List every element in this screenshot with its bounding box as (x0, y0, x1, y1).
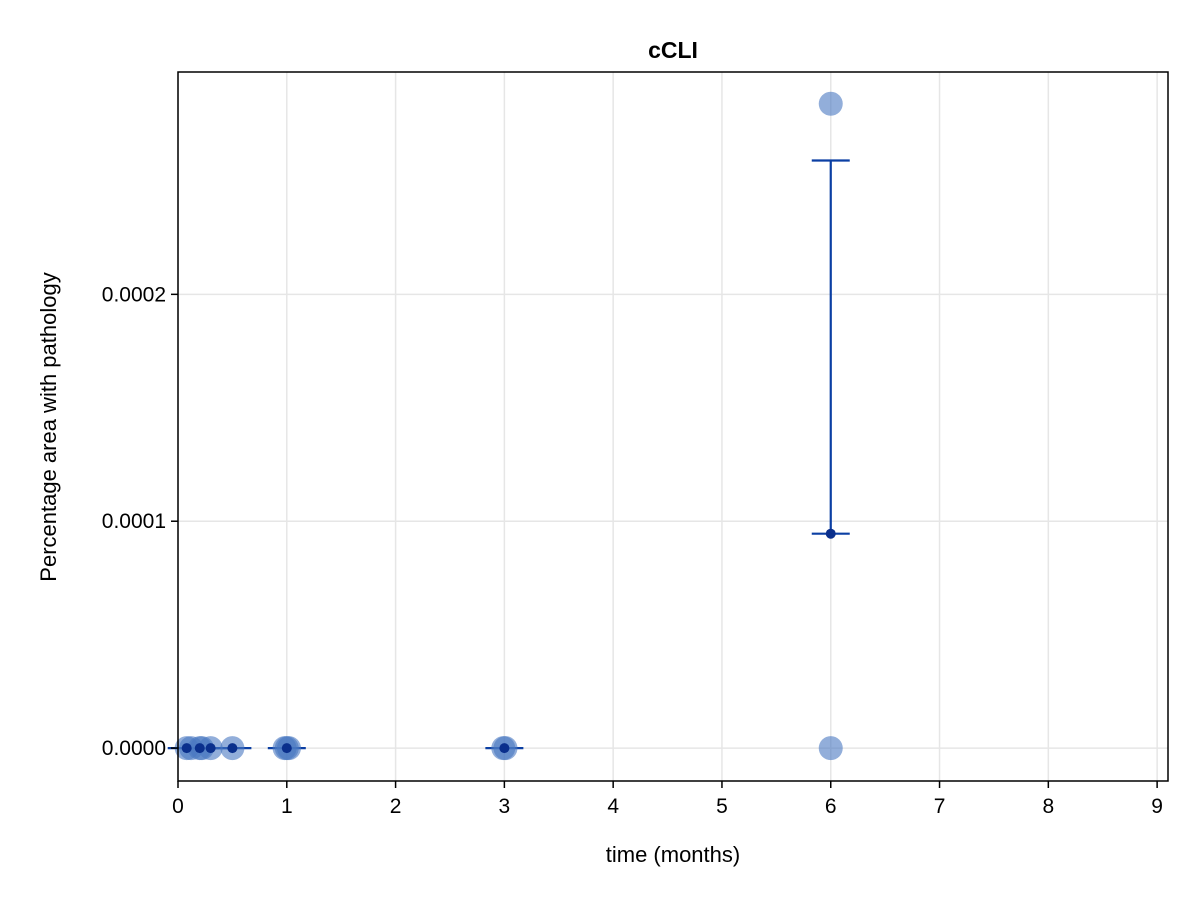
mean-marker (205, 743, 216, 754)
mean-marker (281, 743, 292, 754)
x-tick-label: 0 (172, 795, 184, 818)
x-tick-label: 8 (1042, 795, 1054, 818)
x-axis-ticks: 0 1 2 3 4 5 6 7 8 9 (172, 781, 1163, 818)
x-axis-label: time (months) (606, 842, 740, 867)
y-axis-label: Percentage area with pathology (36, 272, 61, 581)
x-tick-label: 7 (934, 795, 946, 818)
mean-marker (825, 528, 836, 539)
x-tick-label: 5 (716, 795, 728, 818)
y-tick-label: 0.0000 (102, 737, 166, 760)
mean-markers (181, 528, 836, 754)
data-point (818, 736, 843, 761)
data-point (818, 91, 843, 116)
grid (177, 72, 1168, 781)
x-tick-label: 4 (607, 795, 619, 818)
mean-marker (499, 743, 510, 754)
mean-marker (194, 743, 205, 754)
plot-frame (177, 71, 1169, 782)
y-tick-label: 0.0001 (102, 510, 166, 533)
x-tick-label: 6 (825, 795, 837, 818)
x-tick-label: 2 (390, 795, 402, 818)
x-tick-label: 1 (281, 795, 293, 818)
y-axis-ticks: 0.0000 0.0001 0.0002 (102, 283, 178, 760)
mean-marker (227, 743, 238, 754)
chart-title: cCLI (648, 37, 698, 63)
mean-marker (181, 743, 192, 754)
error-bars (167, 159, 850, 750)
x-tick-label: 3 (499, 795, 511, 818)
data-points (174, 91, 843, 761)
y-tick-label: 0.0002 (102, 283, 166, 306)
x-tick-label: 9 (1151, 795, 1163, 818)
